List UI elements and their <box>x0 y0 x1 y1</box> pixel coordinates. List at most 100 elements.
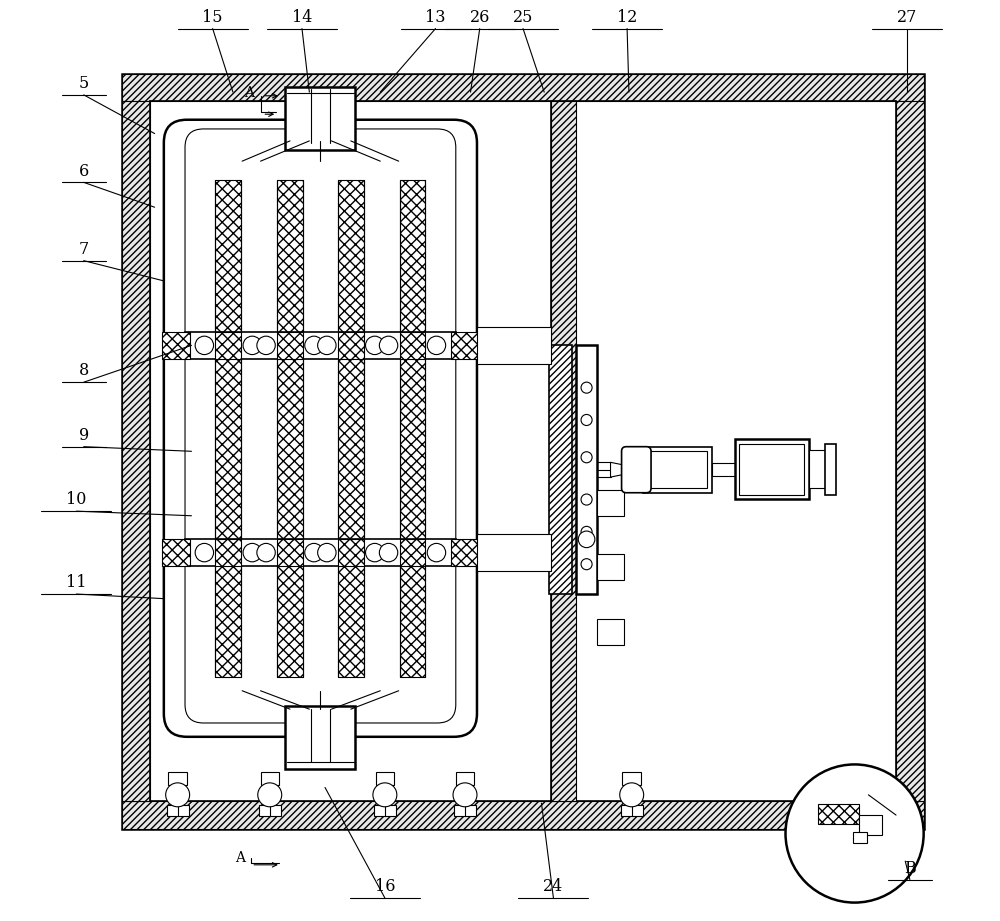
Text: 16: 16 <box>375 879 395 895</box>
Circle shape <box>379 336 398 355</box>
FancyBboxPatch shape <box>164 120 477 737</box>
Bar <box>185 539 456 566</box>
Bar <box>643 447 712 493</box>
Bar <box>712 463 747 476</box>
Bar <box>597 490 624 516</box>
Bar <box>735 439 809 499</box>
Bar <box>338 180 364 677</box>
Bar <box>215 180 241 677</box>
Text: 15: 15 <box>202 9 223 26</box>
Text: 7: 7 <box>79 241 89 258</box>
Bar <box>261 772 279 785</box>
Text: 14: 14 <box>292 9 312 26</box>
Bar <box>338 332 364 359</box>
Bar <box>825 444 836 495</box>
Bar <box>400 539 425 566</box>
Text: 12: 12 <box>617 9 637 26</box>
Bar <box>857 805 879 816</box>
Text: 9: 9 <box>79 427 89 444</box>
Circle shape <box>166 783 190 807</box>
Circle shape <box>243 336 261 355</box>
Bar <box>621 805 643 816</box>
Circle shape <box>581 494 592 505</box>
FancyBboxPatch shape <box>622 447 651 493</box>
Bar <box>739 444 804 495</box>
Bar <box>215 539 241 566</box>
Circle shape <box>581 451 592 462</box>
Bar <box>162 332 190 359</box>
Circle shape <box>581 527 592 538</box>
FancyBboxPatch shape <box>185 129 456 723</box>
Circle shape <box>258 783 282 807</box>
Circle shape <box>195 543 214 562</box>
Bar <box>277 332 303 359</box>
Bar <box>167 805 189 816</box>
Circle shape <box>856 783 880 807</box>
Bar <box>122 101 150 801</box>
Text: 25: 25 <box>513 9 533 26</box>
Bar <box>400 180 425 677</box>
Circle shape <box>620 783 644 807</box>
Circle shape <box>257 336 275 355</box>
Circle shape <box>305 543 323 562</box>
Circle shape <box>427 336 446 355</box>
Text: 6: 6 <box>79 163 89 180</box>
Bar <box>896 101 924 801</box>
Bar <box>451 539 479 566</box>
Text: 24: 24 <box>543 879 564 895</box>
Polygon shape <box>611 462 638 477</box>
Bar <box>168 772 187 785</box>
Text: 13: 13 <box>425 9 446 26</box>
Bar <box>549 345 572 594</box>
Bar <box>477 327 551 364</box>
Circle shape <box>195 336 214 355</box>
Bar <box>451 332 479 359</box>
Bar <box>122 74 924 829</box>
Bar <box>853 832 867 843</box>
Bar <box>277 180 303 677</box>
Circle shape <box>257 543 275 562</box>
Circle shape <box>373 783 397 807</box>
Bar <box>859 772 878 785</box>
Text: 27: 27 <box>897 9 917 26</box>
Bar <box>454 805 476 816</box>
Bar <box>647 451 707 488</box>
Bar <box>597 554 624 580</box>
Circle shape <box>427 543 446 562</box>
Bar <box>285 706 355 769</box>
Bar <box>809 450 825 488</box>
Circle shape <box>379 543 398 562</box>
Bar <box>859 815 882 835</box>
Circle shape <box>453 783 477 807</box>
Bar <box>456 772 474 785</box>
Text: 5: 5 <box>79 76 89 92</box>
Circle shape <box>578 531 595 548</box>
Bar <box>374 805 396 816</box>
Circle shape <box>786 764 924 903</box>
Bar <box>622 772 641 785</box>
Bar <box>185 332 456 359</box>
Bar <box>285 87 355 150</box>
Text: A: A <box>235 851 245 866</box>
Circle shape <box>366 336 384 355</box>
Bar <box>477 534 551 571</box>
Circle shape <box>318 336 336 355</box>
Circle shape <box>318 543 336 562</box>
Text: 10: 10 <box>66 492 87 508</box>
Bar <box>215 332 241 359</box>
Circle shape <box>243 543 261 562</box>
Circle shape <box>366 543 384 562</box>
Circle shape <box>581 414 592 426</box>
Text: B: B <box>904 860 916 877</box>
Bar <box>400 332 425 359</box>
Bar <box>818 804 859 824</box>
Text: 11: 11 <box>66 575 87 591</box>
Bar <box>576 345 597 594</box>
Bar <box>376 772 394 785</box>
Bar <box>259 805 281 816</box>
Bar <box>551 101 576 801</box>
Bar <box>162 539 190 566</box>
Text: 26: 26 <box>470 9 490 26</box>
Text: 8: 8 <box>79 363 89 379</box>
Bar <box>277 539 303 566</box>
